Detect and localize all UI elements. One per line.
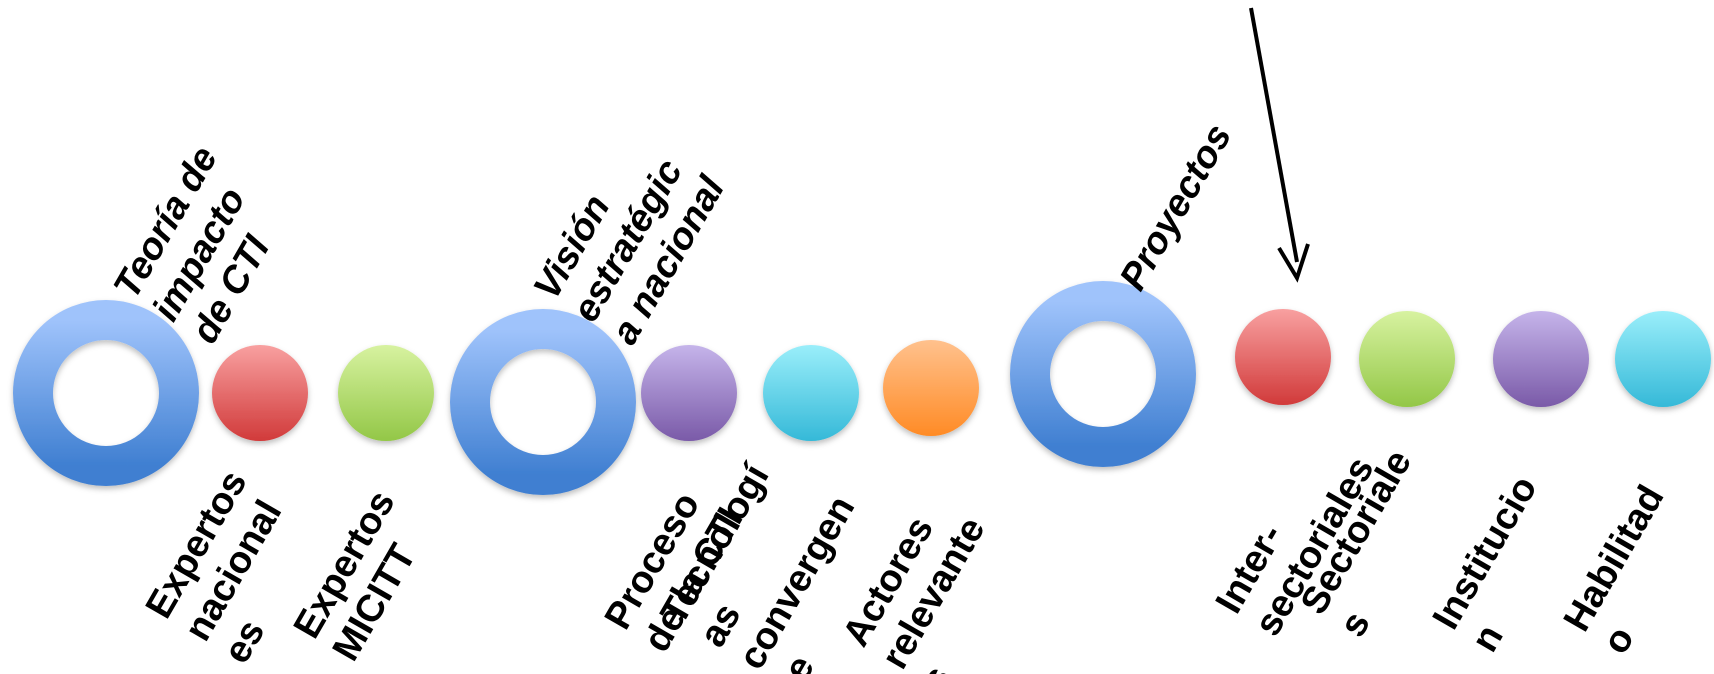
node-expertos-nacionales — [212, 345, 308, 441]
node-habilitado — [1615, 311, 1711, 407]
node-inter-sectoriales — [1235, 309, 1331, 405]
node-actores-relevantes — [883, 340, 979, 436]
group-ring-teoria — [13, 300, 199, 486]
node-sectoriales — [1359, 311, 1455, 407]
group-ring-vision — [450, 309, 636, 495]
node-tecnologias-convergente — [763, 345, 859, 441]
node-institucion — [1493, 311, 1589, 407]
node-expertos-micitt — [338, 345, 434, 441]
pointer-arrow — [1249, 7, 1310, 283]
node-proceso-cti — [641, 345, 737, 441]
group-ring-proyectos — [1010, 281, 1196, 467]
